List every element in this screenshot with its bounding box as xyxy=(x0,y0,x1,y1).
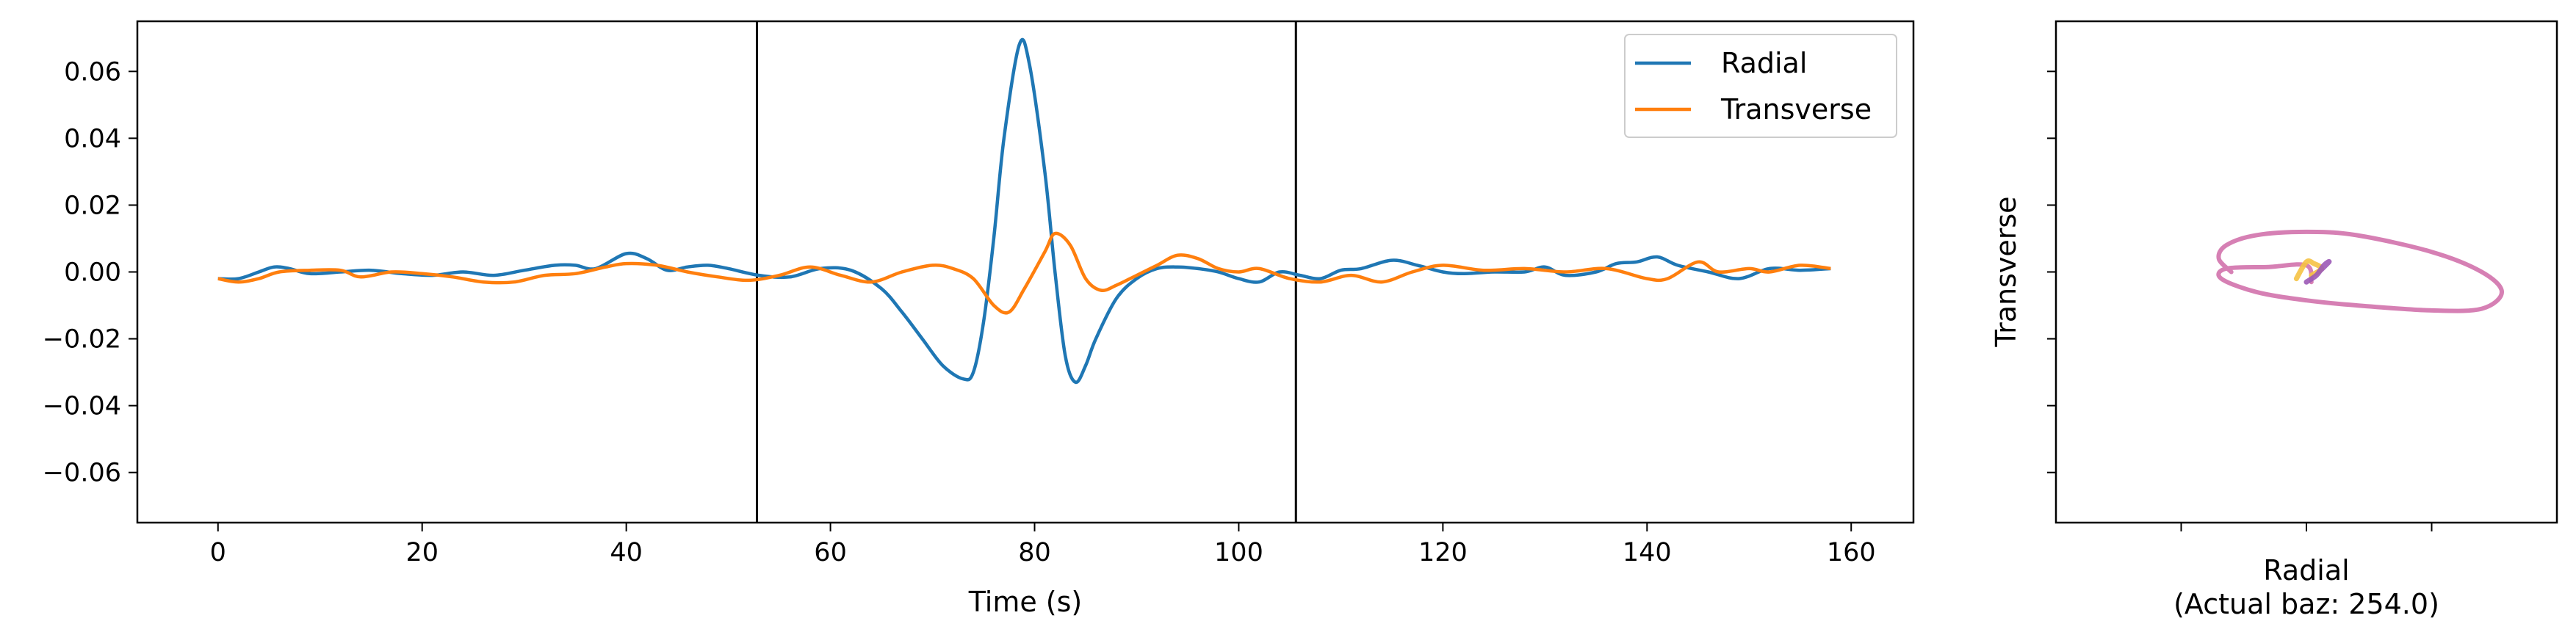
legend-frame xyxy=(1624,34,1897,138)
x-tick-label: 0 xyxy=(210,538,226,567)
y-tick-label: 0.04 xyxy=(64,124,121,153)
x-tick-label: 80 xyxy=(1018,538,1051,567)
particle-motion-panel: Radial (Actual baz: 254.0) Transverse xyxy=(1990,20,2558,620)
y-tick-label: 0.00 xyxy=(64,258,121,288)
time-series-panel: 0 20 40 60 80 100 120 140 160 −0.06 −0.04 −0.02 0.00… xyxy=(43,20,1915,618)
particle-motion-axes-frame xyxy=(2054,20,2558,524)
legend-transverse-label: Transverse xyxy=(1720,93,1872,126)
time-series-plot-area xyxy=(217,21,1831,523)
legend-radial-label: Radial xyxy=(1721,47,1807,79)
legend: Radial Transverse xyxy=(1624,34,1897,138)
particle-motion-x-axis-label: Radial xyxy=(2263,554,2349,586)
series-line-radial xyxy=(217,37,1831,385)
x-tick-label: 140 xyxy=(1623,538,1672,567)
x-tick-label: 20 xyxy=(405,538,439,567)
particle-motion-ticks xyxy=(2047,70,2433,531)
x-tick-label: 100 xyxy=(1214,538,1263,567)
x-tick-label: 120 xyxy=(1418,538,1468,567)
series-line-transverse xyxy=(217,231,1831,315)
y-tick-label: 0.06 xyxy=(64,57,121,87)
time-series-ticks: 0 20 40 60 80 100 120 140 160 −0.06 −0.04 −0.02 0.00… xyxy=(43,57,1876,567)
time-series-axes-frame xyxy=(136,20,1915,524)
y-tick-label: −0.02 xyxy=(43,325,121,355)
particle-motion-x-axis-sublabel: (Actual baz: 254.0) xyxy=(2173,588,2439,620)
y-tick-label: 0.02 xyxy=(64,191,121,220)
particle-motion-trace-0 xyxy=(2216,229,2504,313)
x-tick-label: 40 xyxy=(610,538,643,567)
x-tick-label: 160 xyxy=(1827,538,1876,567)
particle-motion-plot-area xyxy=(2216,229,2504,313)
y-tick-label: −0.04 xyxy=(43,392,121,421)
x-tick-label: 60 xyxy=(814,538,847,567)
particle-motion-y-axis-label: Transverse xyxy=(1990,196,2022,347)
particle-motion-trace-2 xyxy=(2303,258,2332,285)
time-series-x-axis-label: Time (s) xyxy=(968,586,1083,618)
y-tick-label: −0.06 xyxy=(43,459,121,488)
